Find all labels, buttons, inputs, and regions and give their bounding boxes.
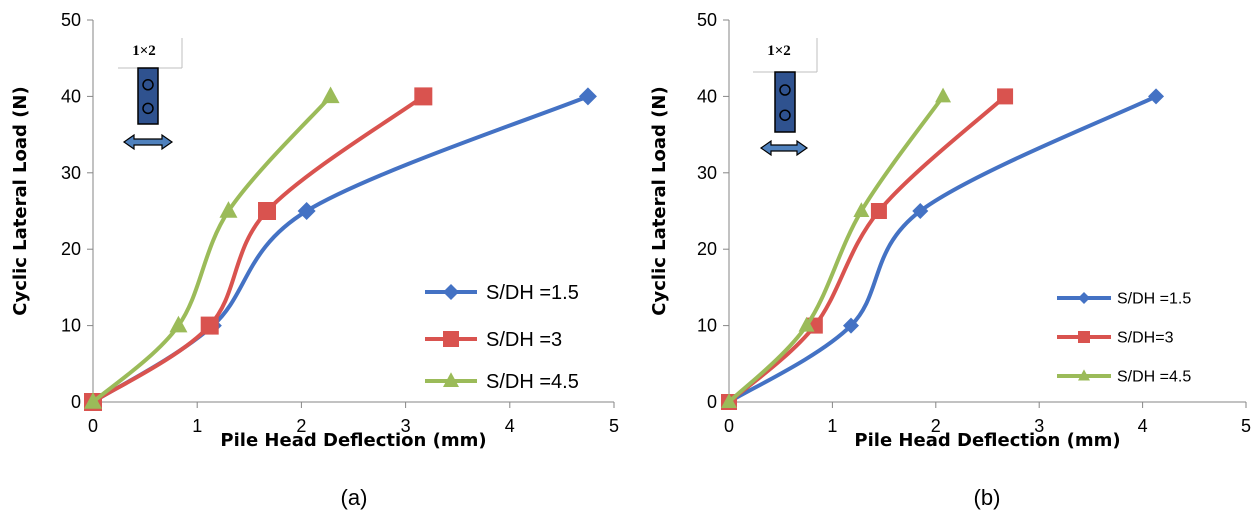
x-tick-label: 3 xyxy=(1034,416,1044,436)
y-tick-label: 10 xyxy=(697,316,717,336)
data-point xyxy=(84,392,102,409)
x-tick-label: 2 xyxy=(296,416,306,436)
double-arrow-icon xyxy=(759,139,809,157)
data-point xyxy=(578,87,597,106)
legend-swatch-marker xyxy=(443,331,459,347)
data-point xyxy=(843,317,860,334)
legend-label: S/DH =4.5 xyxy=(1117,369,1191,386)
x-tick-label: 4 xyxy=(1138,416,1148,436)
pile-circle xyxy=(142,102,154,115)
y-tick-label: 20 xyxy=(61,239,81,259)
pile-cap xyxy=(774,71,796,133)
series-line xyxy=(91,94,426,404)
data-point xyxy=(912,203,929,219)
data-point xyxy=(169,315,188,333)
y-axis-title: Cyclic Lateral Load (N) xyxy=(10,86,31,315)
inset-label: 1×2 xyxy=(132,43,156,59)
y-tick-label: 50 xyxy=(697,10,717,30)
y-tick-label: 40 xyxy=(697,86,717,106)
series-2 xyxy=(84,86,340,409)
data-point xyxy=(853,202,870,217)
y-tick-label: 10 xyxy=(61,316,81,336)
series-line xyxy=(727,94,1008,404)
x-tick-label: 2 xyxy=(931,416,941,436)
series-1 xyxy=(84,87,433,411)
series-2 xyxy=(721,87,952,408)
data-point xyxy=(414,87,433,106)
series-line xyxy=(727,94,1159,404)
x-tick-label: 4 xyxy=(505,416,515,436)
series-line xyxy=(727,94,946,404)
pile-group-inset: 1×2 xyxy=(118,38,183,151)
pile-circle xyxy=(779,84,791,96)
legend-swatch-marker xyxy=(1078,369,1090,381)
legend-swatch-marker xyxy=(443,284,459,300)
chart-panel-a: 0 10 20 30 40 50 0 1 2 3 4 5 Pile Head Deflection (m… xyxy=(10,10,619,510)
data-point xyxy=(721,393,737,408)
x-tick-label: 5 xyxy=(1241,416,1251,436)
legend-swatch-marker xyxy=(1078,292,1090,304)
data-point xyxy=(1148,88,1165,105)
legend: S/DH =1.5 S/DH =3 S/DH =4.5 xyxy=(425,282,579,393)
data-point xyxy=(297,202,316,220)
x-tick-label: 0 xyxy=(88,416,98,436)
data-point xyxy=(258,202,277,220)
legend-swatch-marker xyxy=(1078,331,1090,343)
x-tick-label: 1 xyxy=(192,416,202,436)
y-tick-label: 50 xyxy=(61,10,81,30)
x-axis-title: Pile Head Deflection (mm) xyxy=(220,430,486,451)
y-tick-label: 40 xyxy=(61,86,81,106)
panel-caption: (a) xyxy=(341,485,368,510)
legend-label: S/DH =4.5 xyxy=(486,371,579,393)
pile-group-inset: 1×2 xyxy=(753,38,818,157)
data-point xyxy=(219,201,238,218)
legend-swatch-marker xyxy=(443,372,459,387)
y-tick-label: 30 xyxy=(61,163,81,183)
legend-label: S/DH =1.5 xyxy=(486,282,579,304)
inset-label: 1×2 xyxy=(767,43,791,59)
series-0 xyxy=(721,88,1165,410)
x-axis-title: Pile Head Deflection (mm) xyxy=(854,430,1120,451)
x-tick-label: 3 xyxy=(401,416,411,436)
panel-caption: (b) xyxy=(974,485,1001,510)
pile-circle xyxy=(779,109,791,121)
y-tick-label: 0 xyxy=(71,392,81,412)
data-point xyxy=(798,316,815,332)
series-line xyxy=(91,94,333,404)
data-point xyxy=(997,88,1014,105)
pile-circle xyxy=(142,79,154,91)
data-point xyxy=(935,87,952,103)
series-1 xyxy=(721,88,1014,410)
chart-panel-b: 0 10 20 30 40 50 0 1 2 3 4 5 Pile Head Deflection (m… xyxy=(649,10,1251,510)
pile-cap xyxy=(137,67,159,125)
x-tick-label: 5 xyxy=(609,416,619,436)
x-tick-label: 1 xyxy=(827,416,837,436)
legend-label: S/DH =1.5 xyxy=(1117,291,1191,308)
double-arrow-icon xyxy=(122,133,174,151)
y-axis-title: Cyclic Lateral Load (N) xyxy=(649,86,670,315)
x-tick-label: 0 xyxy=(724,416,734,436)
y-tick-label: 30 xyxy=(697,163,717,183)
legend-label: S/DH =3 xyxy=(486,329,562,351)
legend-label: S/DH=3 xyxy=(1117,330,1174,347)
y-tick-label: 0 xyxy=(707,392,717,412)
data-point xyxy=(321,86,340,104)
y-tick-label: 20 xyxy=(697,239,717,259)
data-point xyxy=(200,316,219,335)
data-point xyxy=(870,203,887,219)
legend: S/DH =1.5 S/DH=3 S/DH =4.5 xyxy=(1057,291,1191,386)
